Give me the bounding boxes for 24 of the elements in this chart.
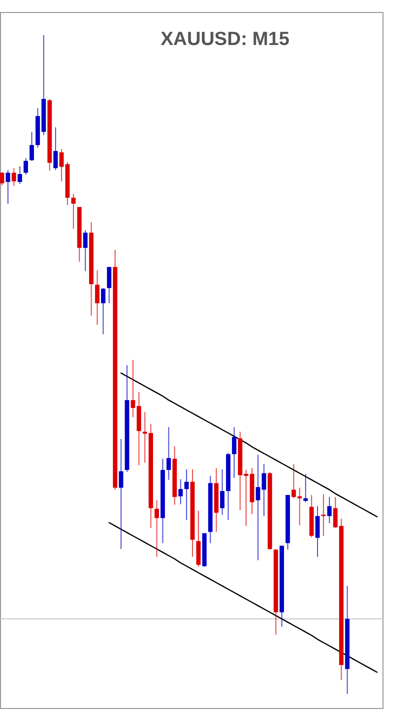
candlestick xyxy=(6,170,10,204)
candlestick xyxy=(166,426,171,480)
candlestick xyxy=(315,506,320,558)
candlestick xyxy=(24,158,28,176)
candlestick xyxy=(53,126,58,171)
candlestick xyxy=(232,426,236,478)
candlestick xyxy=(95,270,100,326)
candlestick xyxy=(83,230,88,272)
candlestick xyxy=(18,166,22,184)
candlestick xyxy=(71,193,76,230)
candlestick xyxy=(101,288,106,335)
candlestick xyxy=(196,510,201,568)
candlestick xyxy=(30,131,34,162)
candlestick xyxy=(118,438,124,550)
candlestick xyxy=(327,496,332,524)
candlestick xyxy=(178,478,183,505)
candlestick xyxy=(303,473,308,503)
candlestick xyxy=(12,168,16,186)
candlestick xyxy=(59,148,64,182)
candlestick xyxy=(154,500,159,558)
candlestick xyxy=(106,266,112,304)
candlestick xyxy=(220,468,224,516)
chart-title: XAUUSD: M15 xyxy=(160,29,290,50)
candlestick xyxy=(0,172,4,186)
